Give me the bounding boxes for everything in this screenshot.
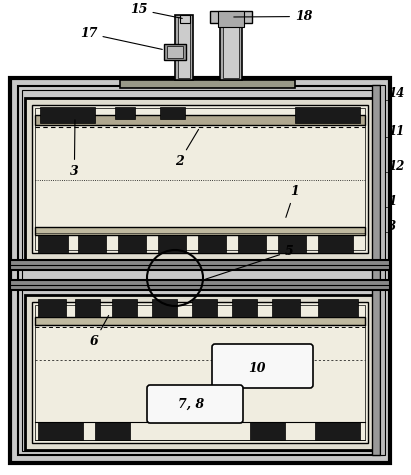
Text: 3: 3 bbox=[388, 220, 396, 233]
Bar bbox=[35, 305, 365, 440]
Bar bbox=[210, 11, 252, 23]
Text: 1: 1 bbox=[388, 195, 396, 208]
Text: 14: 14 bbox=[388, 87, 404, 100]
Bar bbox=[198, 235, 226, 253]
FancyBboxPatch shape bbox=[147, 385, 243, 423]
Bar bbox=[38, 235, 68, 253]
Text: 10: 10 bbox=[248, 362, 266, 375]
Bar bbox=[318, 235, 353, 253]
Bar bbox=[295, 107, 360, 123]
Text: 17: 17 bbox=[80, 27, 162, 49]
Bar bbox=[35, 227, 365, 235]
Bar bbox=[32, 302, 368, 443]
Bar bbox=[32, 105, 368, 253]
Bar bbox=[250, 422, 285, 440]
Bar bbox=[220, 15, 242, 80]
Bar bbox=[272, 299, 300, 317]
Bar bbox=[160, 107, 185, 119]
Text: 11: 11 bbox=[388, 125, 404, 138]
FancyBboxPatch shape bbox=[212, 344, 313, 388]
Bar bbox=[164, 44, 186, 60]
Bar bbox=[35, 108, 365, 250]
Bar bbox=[278, 235, 306, 253]
Bar bbox=[167, 46, 183, 58]
Bar bbox=[22, 90, 378, 451]
Bar bbox=[232, 299, 257, 317]
Bar bbox=[112, 299, 137, 317]
Bar bbox=[175, 15, 193, 80]
Text: 3: 3 bbox=[70, 120, 79, 178]
Bar bbox=[18, 86, 382, 455]
Text: 5: 5 bbox=[206, 245, 294, 279]
Text: 18: 18 bbox=[234, 10, 312, 23]
Bar bbox=[315, 422, 360, 440]
Bar bbox=[152, 299, 177, 317]
Bar bbox=[40, 107, 95, 123]
Text: 6: 6 bbox=[90, 315, 109, 348]
Text: 1: 1 bbox=[286, 185, 299, 218]
Bar bbox=[115, 107, 135, 119]
Bar bbox=[35, 115, 365, 125]
Bar bbox=[35, 317, 365, 325]
Text: 7, 8: 7, 8 bbox=[178, 398, 204, 411]
Bar bbox=[75, 299, 100, 317]
Bar bbox=[10, 260, 390, 270]
Bar bbox=[118, 235, 146, 253]
Bar bbox=[120, 80, 295, 88]
Bar bbox=[218, 11, 244, 27]
Bar bbox=[10, 78, 390, 463]
Bar bbox=[380, 85, 385, 455]
Bar bbox=[95, 422, 130, 440]
Bar bbox=[238, 235, 266, 253]
Bar bbox=[10, 280, 390, 290]
Bar bbox=[223, 15, 239, 78]
Bar bbox=[158, 235, 186, 253]
Text: 12: 12 bbox=[388, 160, 404, 173]
Bar bbox=[25, 98, 375, 260]
Text: 15: 15 bbox=[130, 3, 182, 19]
Bar bbox=[372, 85, 380, 455]
Bar bbox=[38, 422, 83, 440]
Bar bbox=[180, 15, 190, 23]
Bar bbox=[178, 17, 190, 78]
Bar bbox=[38, 299, 66, 317]
Bar bbox=[192, 299, 217, 317]
Text: 2: 2 bbox=[175, 129, 199, 168]
Bar bbox=[318, 299, 358, 317]
Bar bbox=[25, 295, 375, 450]
Bar bbox=[78, 235, 106, 253]
